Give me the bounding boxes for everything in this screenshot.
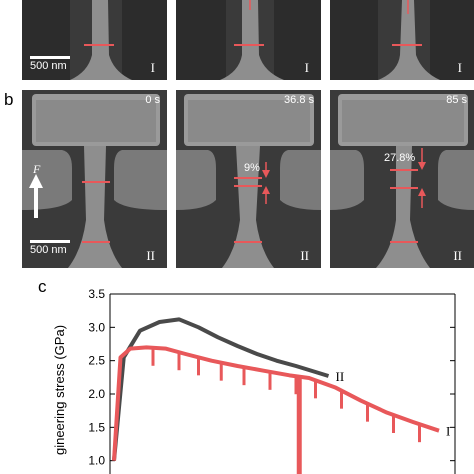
scale-bar (30, 56, 70, 59)
scale-bar-label: 500 nm (30, 60, 67, 72)
frame-label: II (300, 248, 309, 263)
frame-label: I (150, 60, 155, 75)
scale-bar (30, 240, 70, 243)
sem-image (330, 90, 474, 268)
sem-image (176, 90, 321, 268)
frame-label: I (304, 60, 309, 75)
scale-bar-label: 500 nm (30, 244, 67, 256)
panel-b-frame-2: 9% 36.8 s II (176, 90, 321, 268)
force-label: F (33, 162, 41, 176)
y-tick-label: 3.0 (88, 320, 105, 334)
sem-image (22, 0, 167, 80)
frame-label: II (453, 248, 462, 263)
y-tick-label: 2.5 (88, 354, 105, 368)
frame-label: II (146, 248, 155, 263)
sem-image (22, 90, 167, 268)
series-line (112, 317, 330, 461)
y-tick-label: 2.0 (88, 387, 105, 401)
panel-letter-b: b (4, 90, 14, 109)
panel-a-frame-3: I (330, 0, 474, 80)
frame-label: I (457, 60, 462, 75)
sem-image (176, 0, 321, 80)
panel-b-frame-3: 27.8% 85 s II (330, 90, 474, 268)
y-tick-label: 1.0 (88, 454, 105, 468)
time-label: 85 s (446, 94, 467, 106)
sem-image (330, 0, 474, 80)
y-axis-label: gineering stress (GPa) (52, 325, 67, 455)
panel-letter-c: c (38, 277, 47, 296)
y-tick-label: 1.5 (88, 420, 105, 434)
strain-label: 9% (244, 162, 260, 174)
time-label: 0 s (145, 94, 160, 106)
series-label: II (336, 369, 345, 384)
strain-label: 27.8% (384, 152, 416, 164)
stress-strain-chart: 1.0 1.5 2.0 2.5 3.0 3.5 gineering stress (GPa)… (52, 287, 456, 474)
y-tick-label: 3.5 (88, 287, 105, 301)
panel-b-frame-1: F 0 s 500 nm II (22, 90, 167, 268)
series-label: I (446, 424, 450, 439)
series-line (112, 345, 440, 461)
time-label: 36.8 s (284, 94, 314, 106)
panel-a-frame-1: 500 nm I (22, 0, 167, 80)
panel-a-frame-2: I (176, 0, 321, 80)
